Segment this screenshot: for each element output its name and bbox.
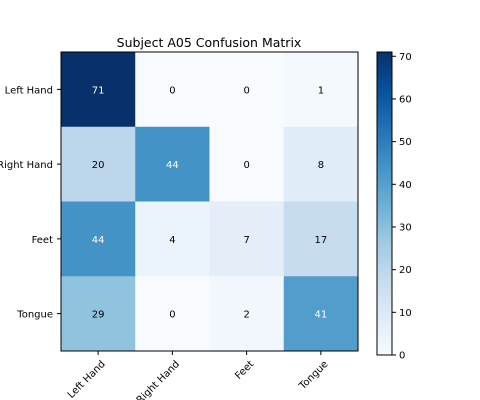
heatmap-cell <box>209 52 285 128</box>
colorbar-gradient <box>376 51 393 356</box>
heatmap-cell <box>209 201 285 277</box>
colorbar-tick-label: 70 <box>399 52 412 63</box>
heatmap-cell <box>283 276 358 351</box>
cell-value-label: 71 <box>92 85 105 96</box>
cell-value-label: 29 <box>92 310 105 321</box>
heatmap-cell <box>135 126 210 202</box>
colorbar-tick-label: 50 <box>399 137 412 148</box>
heatmap-cells <box>61 52 358 351</box>
colorbar-tick-label: 60 <box>399 94 412 105</box>
plot-frame <box>60 51 359 352</box>
x-tick-label: Feet <box>233 359 256 382</box>
colorbar-tick-label: 30 <box>399 222 412 233</box>
cell-value-label: 0 <box>243 85 249 96</box>
y-axis: Left Hand Right Hand Feet Tongue <box>0 85 61 321</box>
cell-value-label: 41 <box>315 310 328 321</box>
heatmap-cell <box>135 52 210 128</box>
cell-value-label: 8 <box>318 160 324 171</box>
cell-value-label: 20 <box>92 160 105 171</box>
chart-title: Subject A05 Confusion Matrix <box>117 35 302 50</box>
colorbar-tick-label: 0 <box>399 351 405 362</box>
heatmap-cell <box>61 52 136 128</box>
heatmap-cell <box>61 126 136 202</box>
colorbar-tick-label: 20 <box>399 265 412 276</box>
heatmap-cell <box>283 126 358 202</box>
y-tick-label: Left Hand <box>5 85 53 96</box>
y-tick-label: Right Hand <box>0 160 53 171</box>
cell-value-label: 2 <box>243 310 249 321</box>
colorbar-tick-label: 40 <box>399 180 412 191</box>
cell-value-label: 44 <box>92 235 105 246</box>
x-tick-label: Right Hand <box>135 359 182 400</box>
cell-value-label: 44 <box>166 160 179 171</box>
cell-value-label: 0 <box>169 310 175 321</box>
y-tick-label: Feet <box>32 235 54 246</box>
cell-value-label: 17 <box>315 235 328 246</box>
heatmap-cell <box>135 201 210 277</box>
cell-value-label: 4 <box>169 235 175 246</box>
colorbar-tick-label: 10 <box>399 308 412 319</box>
cell-value-label: 7 <box>243 235 249 246</box>
colorbar: 0 10 20 30 40 50 60 70 <box>376 51 412 362</box>
heatmap-cell <box>283 52 358 128</box>
cell-value-label: 0 <box>169 85 175 96</box>
heatmap-cell <box>135 276 210 351</box>
y-tick-label: Tongue <box>16 310 53 321</box>
x-axis: Left Hand Right Hand Feet Tongue <box>66 351 331 400</box>
heatmap-cell <box>209 126 285 202</box>
heatmap-cell <box>61 276 136 351</box>
heatmap-cell <box>61 201 136 277</box>
heatmap-cell <box>209 276 285 351</box>
x-tick-label: Tongue <box>297 359 331 393</box>
x-tick-label: Left Hand <box>66 359 108 400</box>
cell-value-label: 0 <box>243 160 249 171</box>
heatmap-cell <box>283 201 358 277</box>
cell-value-label: 1 <box>318 85 324 96</box>
